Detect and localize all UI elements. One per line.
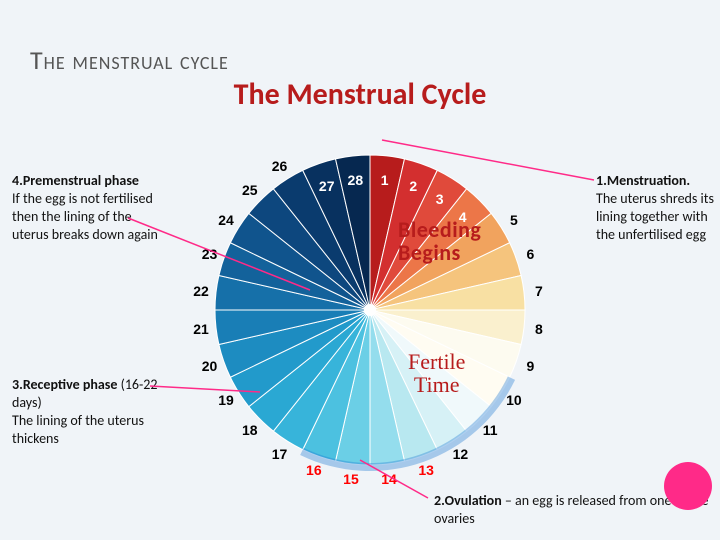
day-number-5: 5 <box>510 212 518 228</box>
note-heading: 4.Premenstrual phase <box>12 172 139 189</box>
day-number-3: 3 <box>436 191 444 207</box>
day-number-13: 13 <box>418 462 434 478</box>
note-menstruation: 1.Menstruation. The uterus shreds its li… <box>596 172 714 244</box>
day-number-12: 12 <box>453 446 469 462</box>
day-number-16: 16 <box>306 462 322 478</box>
day-number-15: 15 <box>343 471 359 487</box>
day-number-22: 22 <box>193 283 209 299</box>
decorative-dot <box>664 462 712 510</box>
day-number-28: 28 <box>348 172 364 188</box>
note-heading: 1.Menstruation. <box>596 172 690 189</box>
day-number-24: 24 <box>218 212 234 228</box>
fertile-line2: Time <box>414 372 460 397</box>
day-number-20: 20 <box>202 358 218 374</box>
day-number-11: 11 <box>483 422 498 438</box>
fertile-time-label: Fertile Time <box>408 350 465 396</box>
day-number-27: 27 <box>319 178 335 194</box>
day-number-10: 10 <box>506 392 522 408</box>
day-number-7: 7 <box>535 283 543 299</box>
day-number-21: 21 <box>193 321 209 337</box>
day-number-6: 6 <box>527 246 535 262</box>
slide-heading: The menstrual cycle <box>30 44 229 76</box>
day-number-8: 8 <box>535 321 543 337</box>
bleeding-line2: Begins <box>398 239 461 266</box>
fertile-line1: Fertile <box>408 349 465 374</box>
day-number-14: 14 <box>381 471 397 487</box>
chart-title: The Menstrual Cycle <box>0 76 720 113</box>
note-body: The lining of the uterus thickens <box>12 412 144 447</box>
note-body: If the egg is not fertilised then the li… <box>12 190 158 243</box>
note-receptive: 3.Receptive phase (16-22 days) The linin… <box>12 376 172 448</box>
day-number-25: 25 <box>242 182 258 198</box>
day-number-26: 26 <box>272 158 288 174</box>
day-number-18: 18 <box>242 422 258 438</box>
note-heading: 3.Receptive phase <box>12 376 117 393</box>
day-number-19: 19 <box>218 392 234 408</box>
day-number-23: 23 <box>202 246 218 262</box>
note-body: The uterus shreds its lining together wi… <box>596 190 714 243</box>
day-number-1: 1 <box>381 172 389 188</box>
day-number-17: 17 <box>272 446 288 462</box>
note-premenstrual: 4.Premenstrual phase If the egg is not f… <box>12 172 162 244</box>
day-number-2: 2 <box>409 178 417 194</box>
bleeding-begins-label: Bleeding Begins <box>398 218 481 264</box>
note-heading: 2.Ovulation <box>434 492 502 509</box>
day-number-9: 9 <box>527 358 535 374</box>
